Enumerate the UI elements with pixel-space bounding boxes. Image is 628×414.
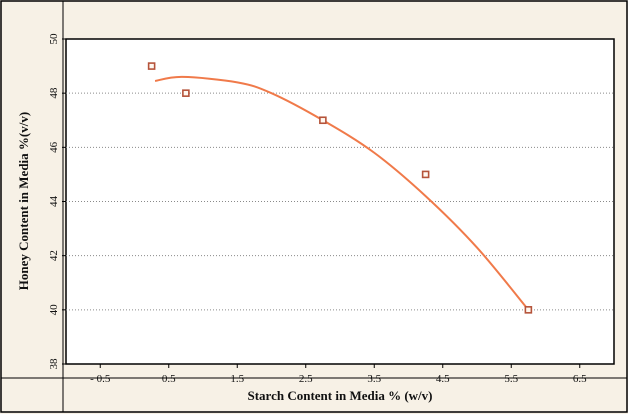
data-point <box>524 306 533 314</box>
x-tick-label: 1.5 <box>230 373 244 385</box>
x-tick-label: 0.5 <box>162 373 176 385</box>
x-axis-ticks: - 0.5 0.5 1.5 2.5 3.5 4.5 5.5 6.5 <box>90 364 587 385</box>
y-axis-title: Honey Content in Media %(v/v) <box>16 112 31 290</box>
data-point <box>182 89 190 97</box>
x-tick-label: 6.5 <box>573 373 587 385</box>
y-tick-label: 44 <box>48 196 60 208</box>
y-tick-label: 40 <box>48 304 60 316</box>
x-tick-label: 5.5 <box>504 373 518 385</box>
data-point <box>147 62 156 70</box>
data-points <box>147 62 533 314</box>
grid-lines <box>66 92 614 311</box>
y-tick-label: 38 <box>48 358 60 370</box>
x-tick-label: 2.5 <box>299 373 313 385</box>
data-point <box>421 170 430 179</box>
y-tick-label: 48 <box>48 87 60 99</box>
x-tick-label: 4.5 <box>436 373 450 385</box>
y-tick-label: 42 <box>48 250 60 261</box>
y-tick-label: 50 <box>48 33 60 45</box>
data-point <box>319 116 327 125</box>
x-axis-title: Starch Content in Media % (w/v) <box>247 388 432 403</box>
x-tick-label: 3.5 <box>367 373 381 385</box>
y-tick-label: 46 <box>48 141 60 153</box>
x-tick-label: - 0.5 <box>90 373 111 385</box>
y-axis-ticks: 38 40 42 44 46 48 50 <box>48 33 66 370</box>
